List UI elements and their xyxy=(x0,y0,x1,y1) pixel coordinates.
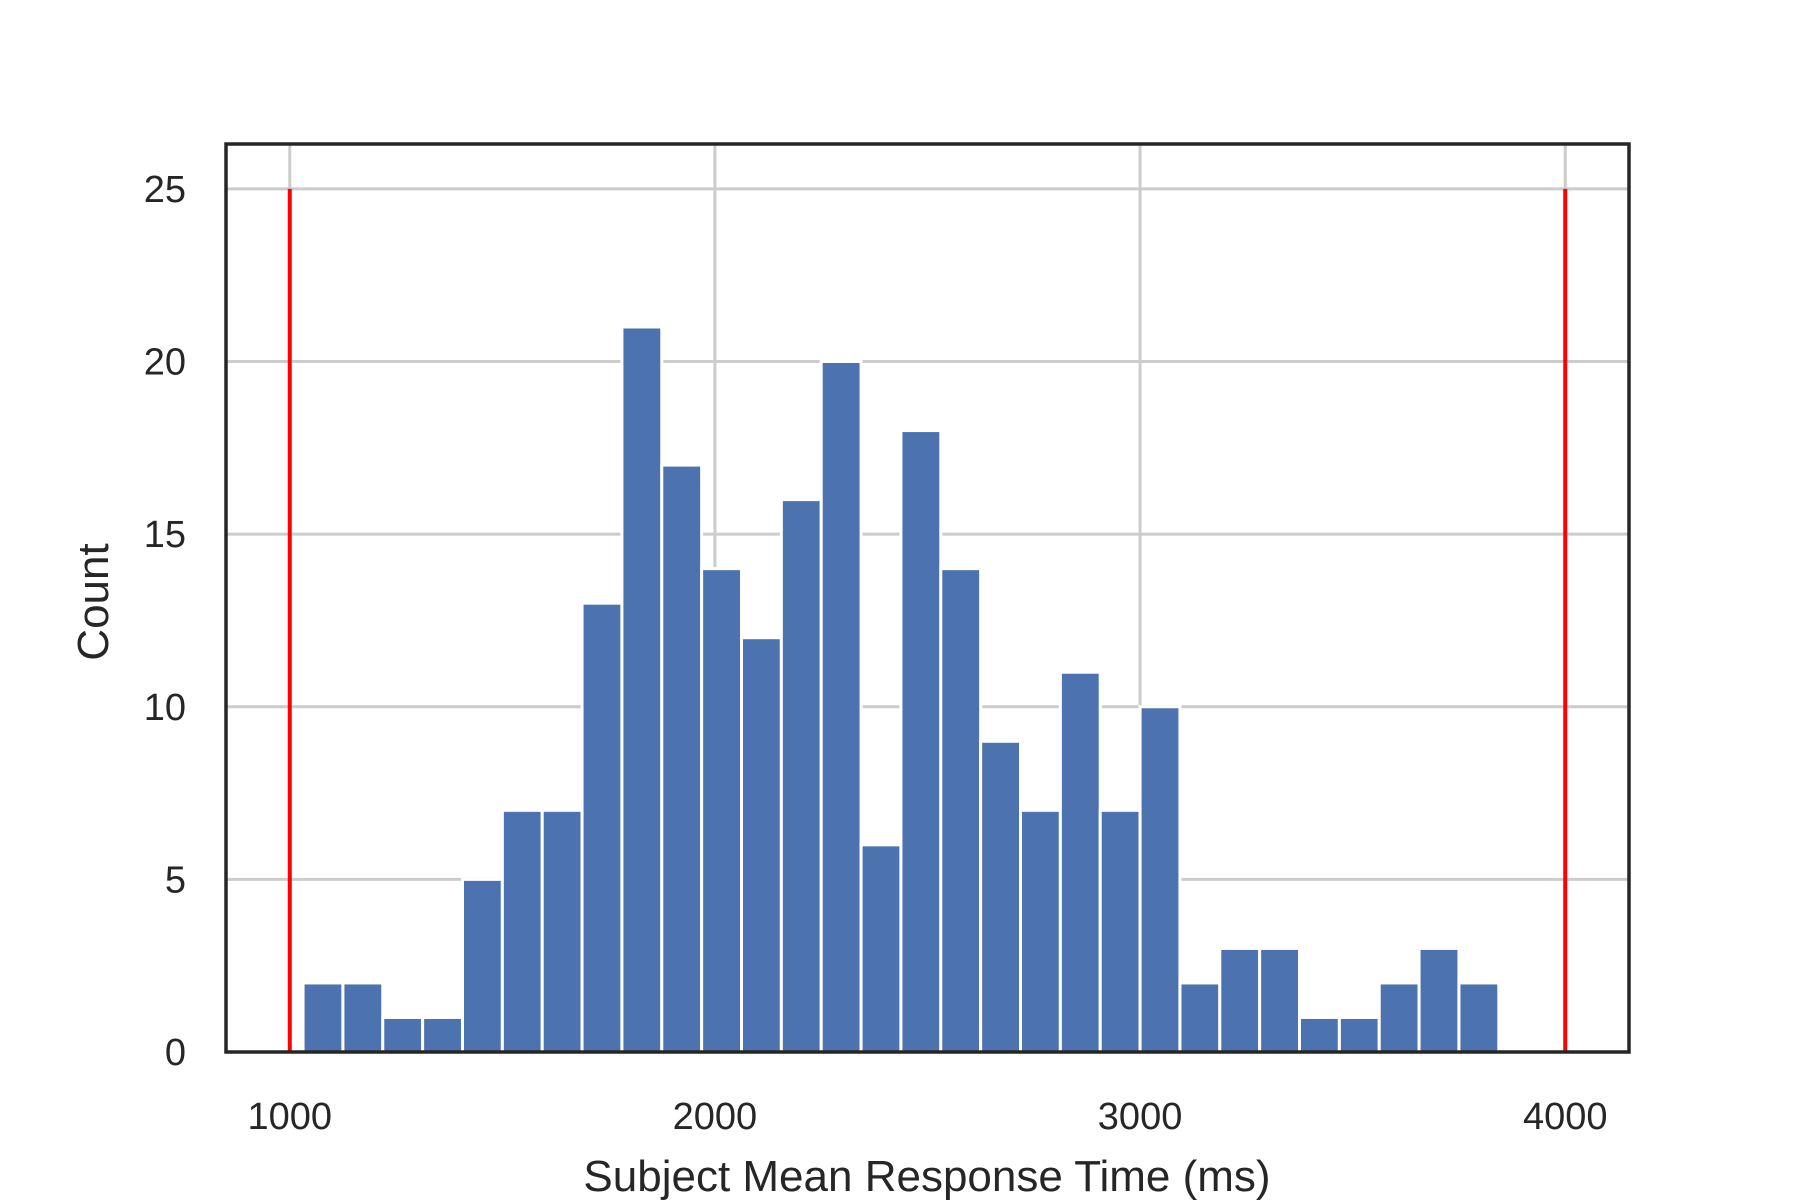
histogram-bar xyxy=(1019,808,1062,1054)
histogram-bar xyxy=(660,463,704,1054)
histogram-bar xyxy=(1178,981,1222,1054)
histogram-bar xyxy=(1298,1015,1341,1054)
x-tick-label: 2000 xyxy=(673,1096,758,1138)
plot-frame xyxy=(224,142,1631,1054)
x-axis-label: Subject Mean Response Time (ms) xyxy=(583,1152,1270,1200)
histogram-bar xyxy=(1377,981,1421,1054)
y-tick-label: 5 xyxy=(165,859,186,901)
x-tick-label: 4000 xyxy=(1523,1096,1608,1138)
histogram-bar xyxy=(979,739,1023,1054)
histogram-bar xyxy=(1138,705,1182,1054)
histogram-bar xyxy=(939,567,983,1054)
histogram-bar xyxy=(700,567,743,1054)
y-tick-label: 25 xyxy=(144,169,186,211)
histogram-bar xyxy=(341,981,385,1054)
histogram-bar xyxy=(620,325,664,1054)
histogram-bar xyxy=(381,1015,425,1054)
histogram-bar xyxy=(301,981,345,1054)
histogram-bar xyxy=(899,429,943,1054)
histogram-bar xyxy=(1058,670,1102,1054)
histogram-bar xyxy=(859,843,903,1054)
x-tick-labels: 1000 2000 3000 4000 xyxy=(247,1096,1607,1138)
histogram-bar xyxy=(580,601,624,1054)
y-tick-labels: 0 5 10 15 20 25 xyxy=(144,169,186,1074)
y-tick-label: 15 xyxy=(144,514,186,556)
histogram-bar xyxy=(500,808,544,1054)
y-axis-label: Count xyxy=(69,543,118,660)
histogram-bar xyxy=(779,498,823,1054)
histogram-bar xyxy=(1337,1015,1381,1054)
y-tick-label: 0 xyxy=(165,1032,186,1074)
histogram-bar xyxy=(1417,946,1461,1054)
x-tick-label: 3000 xyxy=(1098,1096,1183,1138)
reference-lines-layer xyxy=(287,188,1568,1052)
histogram-bar xyxy=(819,360,863,1054)
y-tick-label: 20 xyxy=(144,342,186,384)
histogram-bar xyxy=(1218,946,1262,1054)
histogram-bar xyxy=(460,877,504,1054)
x-tick-label: 1000 xyxy=(247,1096,332,1138)
bars-layer xyxy=(301,325,1501,1054)
histogram-bar xyxy=(1457,981,1501,1054)
y-tick-label: 10 xyxy=(144,687,186,729)
histogram-bar xyxy=(421,1015,464,1054)
histogram-bar xyxy=(739,636,783,1054)
histogram-bar xyxy=(1258,946,1302,1054)
histogram-bar xyxy=(540,808,584,1054)
histogram-bar xyxy=(1098,808,1142,1054)
